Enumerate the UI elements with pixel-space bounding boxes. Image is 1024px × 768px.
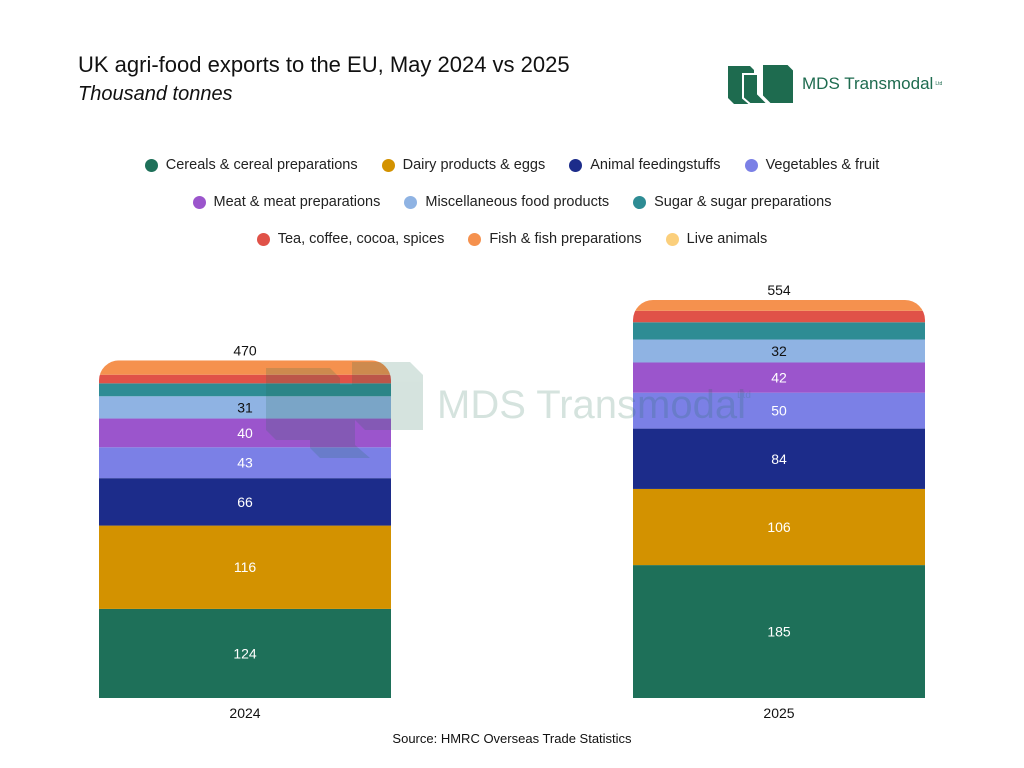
- legend-item: Cereals & cereal preparations: [144, 157, 358, 173]
- legend-swatch: [569, 158, 583, 172]
- data-label: 31: [237, 399, 253, 415]
- data-label: 43: [237, 455, 253, 471]
- x-tick-label: 2024: [229, 705, 260, 721]
- data-label: 42: [771, 370, 787, 386]
- bar-segment: [633, 565, 925, 698]
- x-tick-label: 2025: [763, 705, 794, 721]
- legend-label: Cereals & cereal preparations: [165, 157, 358, 173]
- bar-segment: [99, 418, 391, 448]
- total-label: 554: [767, 282, 791, 298]
- legend-item: Live animals: [665, 231, 768, 247]
- legend-item: Animal feedingstuffs: [569, 157, 721, 173]
- logo-text: MDS Transmodal: [802, 74, 934, 93]
- legend-label: Vegetables & fruit: [765, 157, 880, 173]
- data-label: 116: [234, 559, 257, 575]
- legend-item: Vegetables & fruit: [744, 157, 880, 173]
- logo: MDS Transmodal Ltd: [726, 62, 942, 106]
- legend-row-3: Tea, coffee, cocoa, spices Fish & fish pr…: [0, 231, 1024, 247]
- bar-segment: [633, 362, 925, 393]
- data-label: 124: [233, 645, 257, 661]
- data-label: 66: [237, 494, 253, 510]
- legend-swatch: [468, 232, 482, 246]
- data-label: 50: [771, 403, 787, 419]
- legend-swatch: [192, 195, 206, 209]
- bar-segment: [99, 447, 391, 479]
- legend-item: Fish & fish preparations: [468, 231, 642, 247]
- legend-label: Sugar & sugar preparations: [654, 194, 832, 210]
- legend-swatch: [381, 158, 395, 172]
- bar-segment: [633, 300, 925, 311]
- legend-row-2: Meat & meat preparations Miscellaneous fo…: [0, 194, 1024, 210]
- legend-label: Dairy products & eggs: [402, 157, 546, 173]
- legend-item: Sugar & sugar preparations: [633, 194, 831, 210]
- legend-label: Live animals: [686, 231, 768, 247]
- legend-item: Meat & meat preparations: [192, 194, 381, 210]
- data-label: 106: [767, 519, 791, 535]
- legend-item: Dairy products & eggs: [381, 157, 546, 173]
- legend-label: Miscellaneous food products: [425, 194, 610, 210]
- legend-swatch: [404, 195, 418, 209]
- bar-segment: [633, 488, 925, 566]
- data-label: 185: [767, 624, 791, 640]
- logo-mark-icon: [728, 63, 795, 105]
- bar-segment: [99, 360, 391, 375]
- legend-swatch: [744, 158, 758, 172]
- data-label: 32: [771, 343, 787, 359]
- svg-text:Ltd: Ltd: [737, 390, 751, 401]
- bar-segment: [99, 478, 391, 526]
- total-label: 470: [233, 342, 257, 358]
- chart-title: UK agri-food exports to the EU, May 2024…: [78, 52, 570, 77]
- bar-segment: [99, 374, 391, 384]
- data-label: 84: [771, 451, 787, 467]
- legend-label: Fish & fish preparations: [489, 231, 642, 247]
- bar-segment: [99, 396, 391, 419]
- bar-segment: [633, 339, 925, 363]
- data-label: 40: [237, 425, 253, 441]
- chart-subtitle: Thousand tonnes: [78, 83, 233, 105]
- svg-text:MDS Transmodal: MDS Transmodal: [437, 383, 746, 427]
- bar-segment: [99, 525, 391, 609]
- chart-source: Source: HMRC Overseas Trade Statistics: [392, 731, 632, 746]
- legend-label: Meat & meat preparations: [213, 194, 381, 210]
- bar-2025: [633, 300, 925, 698]
- legend-item: Tea, coffee, cocoa, spices: [256, 231, 445, 247]
- legend-swatch: [633, 195, 647, 209]
- bar-segment: [99, 608, 391, 698]
- bar-segment: [99, 383, 391, 397]
- bar-segment: [633, 310, 925, 323]
- legend-label: Animal feedingstuffs: [590, 157, 721, 173]
- legend-swatch: [144, 158, 158, 172]
- logo-ltd: Ltd: [935, 81, 943, 87]
- legend-item: Miscellaneous food products: [404, 194, 609, 210]
- bar-segment: [633, 428, 925, 489]
- legend-row-1: Cereals & cereal preparations Dairy produ…: [0, 157, 1024, 173]
- bar-segment: [633, 322, 925, 340]
- legend-label: Tea, coffee, cocoa, spices: [277, 231, 445, 247]
- legend-swatch: [256, 232, 270, 246]
- bar-segment: [633, 392, 925, 429]
- bar-2024: [99, 360, 391, 698]
- legend-swatch: [665, 232, 679, 246]
